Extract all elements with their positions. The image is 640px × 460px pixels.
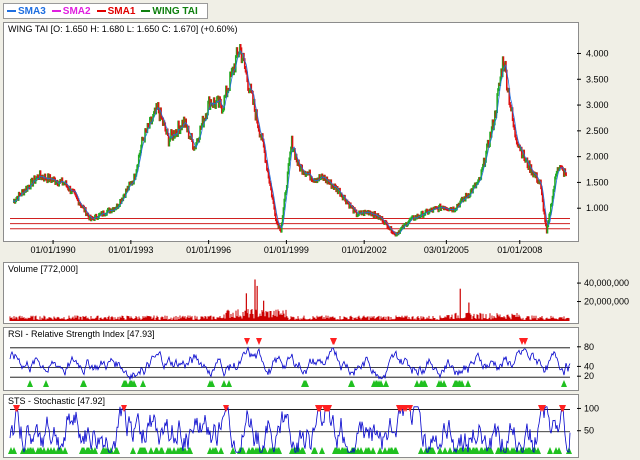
overbought-marker [244, 338, 250, 345]
sma-line [13, 51, 566, 234]
volume-ytick-label: 20,000,000 [584, 297, 629, 307]
oversold-marker [62, 447, 68, 454]
oscillator-ytick-label: 20 [584, 371, 594, 381]
oscillator-ytick-label: 80 [584, 342, 594, 352]
price-ytick-label: 2.000 [586, 152, 609, 162]
volume-panel: Volume [772,000] [3, 262, 579, 324]
oversold-marker [561, 380, 567, 387]
price-ytick-label: 1.000 [586, 203, 609, 213]
legend-item-sma1: SMA1 [97, 6, 136, 17]
oversold-marker [43, 380, 49, 387]
price-panel: WING TAI [O: 1.650 H: 1.680 L: 1.650 C: … [3, 22, 579, 242]
price-ytick-label: 4.000 [586, 48, 609, 58]
oversold-marker [418, 447, 424, 454]
oversold-marker [148, 447, 154, 454]
oversold-marker [442, 447, 448, 454]
legend-item-sma3: SMA3 [7, 6, 46, 17]
price-xtick-label: 01/01/2008 [497, 245, 542, 255]
oscillator-line [10, 348, 570, 380]
oversold-marker [547, 447, 553, 454]
oversold-marker [130, 447, 136, 454]
oscillator-ytick-label: 100 [584, 403, 599, 413]
oscillator-ytick-label: 40 [584, 361, 594, 371]
oversold-marker [447, 447, 453, 454]
oversold-marker [319, 447, 325, 454]
legend-swatch [7, 10, 16, 12]
volume-chart [4, 263, 578, 323]
chart-legend: SMA3 SMA2 SMA1 WING TAI [3, 3, 208, 19]
legend-item-sma2: SMA2 [52, 6, 91, 17]
legend-swatch [52, 10, 61, 12]
stochastic-chart [4, 395, 578, 457]
oversold-marker [370, 447, 376, 454]
oversold-marker [226, 380, 232, 387]
volume-ytick-label: 40,000,000 [584, 278, 629, 288]
rsi-panel: RSI - Relative Strength Index [47.93] [3, 327, 579, 391]
rsi-chart [4, 328, 578, 390]
oversold-marker [218, 447, 224, 454]
legend-label: SMA2 [63, 6, 91, 17]
legend-label: SMA3 [18, 6, 46, 17]
sts-panel: STS - Stochastic [47.92] [3, 394, 579, 458]
price-xtick-label: 01/01/1990 [31, 245, 76, 255]
legend-swatch [141, 10, 150, 12]
oversold-marker [27, 380, 33, 387]
price-xtick-label: 01/01/1996 [186, 245, 231, 255]
legend-label: WING TAI [152, 6, 197, 17]
oversold-marker [465, 380, 471, 387]
price-ytick-label: 1.500 [586, 177, 609, 187]
overbought-marker [256, 338, 262, 345]
legend-item-wing-tai: WING TAI [141, 6, 197, 17]
price-ytick-label: 3.000 [586, 100, 609, 110]
price-chart [4, 23, 578, 241]
price-xtick-label: 01/01/1993 [108, 245, 153, 255]
price-xtick-label: 03/01/2005 [424, 245, 469, 255]
oscillator-line [10, 407, 570, 452]
oversold-marker [383, 380, 389, 387]
price-ytick-label: 3.500 [586, 74, 609, 84]
price-xtick-label: 01/01/2002 [342, 245, 387, 255]
price-xtick-label: 01/01/1999 [264, 245, 309, 255]
oversold-marker [140, 380, 146, 387]
legend-swatch [97, 10, 106, 12]
oscillator-ytick-label: 50 [584, 426, 594, 436]
legend-label: SMA1 [108, 6, 136, 17]
price-ytick-label: 2.500 [586, 126, 609, 136]
overbought-marker [407, 405, 413, 412]
oversold-marker [221, 380, 227, 387]
